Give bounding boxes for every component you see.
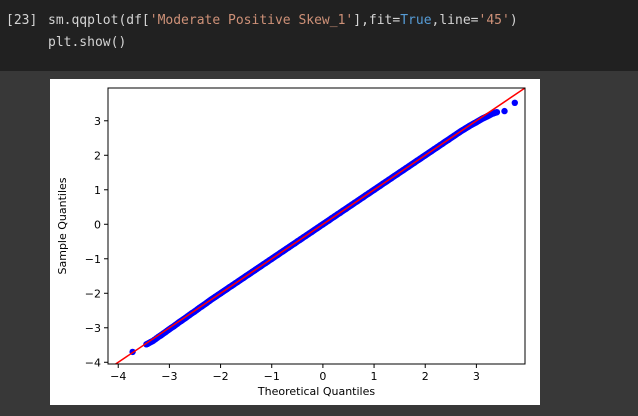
y-tick-label: −3 — [85, 322, 101, 335]
code-token-kw: True — [400, 13, 432, 28]
cell-output: −4 −3 −2 −1 0 1 2 3 −4 −3 −2 −1 0 1 2 3 Theoretical Quan… — [0, 71, 638, 416]
x-tick-label: −1 — [264, 370, 280, 383]
x-axis-label: Theoretical Quantiles — [257, 385, 375, 398]
y-tick-label: 0 — [94, 218, 101, 231]
qq-plot-svg: −4 −3 −2 −1 0 1 2 3 −4 −3 −2 −1 0 1 2 3 Theoretical Quan… — [56, 87, 526, 398]
code-token-str: '45' — [478, 13, 510, 28]
plot-frame — [107, 87, 526, 365]
x-tick-label: 2 — [422, 370, 429, 383]
code-line-1[interactable]: sm.qqplot(df['Moderate Positive Skew_1']… — [48, 13, 518, 28]
reference-line-45 — [114, 88, 525, 364]
data-points — [129, 99, 518, 356]
code-token-plain: sm.qqplot(df[ — [48, 13, 150, 28]
y-tick-label: −1 — [85, 253, 101, 266]
code-line-2[interactable]: plt.show() — [48, 35, 127, 50]
y-tick-label: −2 — [85, 287, 101, 300]
x-tick-label: −2 — [212, 370, 228, 383]
data-point — [511, 99, 518, 106]
x-tick-label: 3 — [473, 370, 480, 383]
y-tick-label: −4 — [85, 356, 101, 369]
y-tick-label: 2 — [94, 149, 101, 162]
y-tick-label: 3 — [94, 115, 101, 128]
x-tick-label: −3 — [161, 370, 177, 383]
qq-plot-figure: −4 −3 −2 −1 0 1 2 3 −4 −3 −2 −1 0 1 2 3 Theoretical Quan… — [50, 79, 540, 405]
code-token-plain: ,line= — [431, 13, 479, 28]
data-point — [493, 109, 501, 116]
y-tick-label: 1 — [94, 184, 101, 197]
code-token-plain: ) — [509, 13, 518, 28]
code-cell[interactable]: [23] sm.qqplot(df['Moderate Positive Ske… — [0, 0, 638, 71]
code-token-plain: ],fit= — [353, 13, 401, 28]
code-token-str: 'Moderate Positive Skew_1' — [149, 13, 354, 28]
x-tick-label: −4 — [110, 370, 126, 383]
x-tick-label: 1 — [371, 370, 378, 383]
y-axis-label: Sample Quantiles — [56, 177, 69, 274]
execution-count: [23] — [6, 13, 38, 28]
x-tick-label: 0 — [319, 370, 326, 383]
data-point — [501, 107, 508, 115]
